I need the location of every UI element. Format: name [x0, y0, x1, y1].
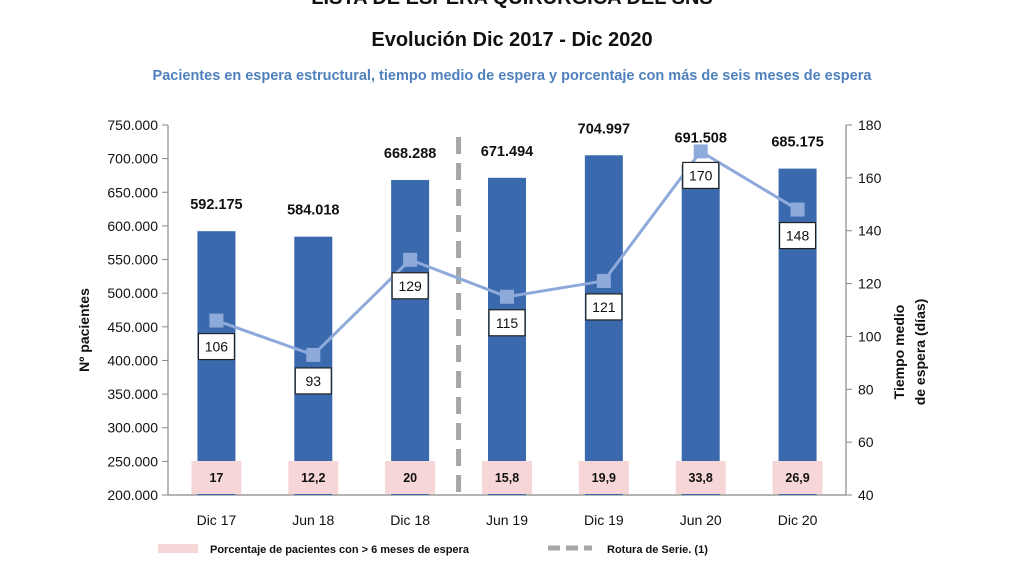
pct-box — [772, 461, 823, 494]
pct-box — [385, 461, 436, 494]
legend-pct-label: Porcentaje de pacientes con > 6 meses de… — [210, 544, 470, 556]
wait-time-label-box — [197, 332, 236, 361]
bar-dic-17 — [197, 231, 236, 495]
y-right-tick-label: 140 — [858, 223, 882, 239]
pct-label: 17 — [209, 471, 223, 485]
y-right-tick-label: 180 — [858, 117, 882, 133]
x-category-label: Dic 19 — [584, 512, 624, 528]
wait-time-label-box — [778, 221, 817, 250]
pct-box — [288, 461, 339, 494]
legend-pct-swatch — [158, 544, 198, 553]
y-right-tick-label: 160 — [858, 170, 882, 186]
pct-label: 15,8 — [495, 471, 519, 485]
pct-label: 33,8 — [689, 471, 713, 485]
wait-time-label: 106 — [205, 339, 229, 355]
bar-value-label: 592.175 — [190, 197, 242, 213]
wait-time-label-box — [488, 309, 526, 337]
y-left-tick-label: 700.000 — [107, 151, 158, 167]
pct-box — [578, 461, 629, 494]
wait-time-label: 93 — [305, 373, 321, 389]
y-right-tick-label: 60 — [858, 434, 874, 450]
bar-value-label: 671.494 — [481, 144, 533, 160]
pct-label: 26,9 — [785, 471, 809, 485]
wait-time-label-box — [682, 161, 720, 190]
bar-jun-18 — [294, 236, 333, 495]
wait-time-marker — [500, 289, 514, 304]
y-right-tick-label: 120 — [858, 276, 882, 292]
bar-value-label: 668.288 — [384, 146, 436, 162]
wait-time-marker — [596, 273, 611, 288]
chart-title: LISTA DE ESPERA QUIRÚRGICA DEL SNS — [0, 0, 1024, 10]
bar-dic-18 — [391, 179, 430, 495]
wait-time-marker — [306, 347, 321, 362]
wait-time-label: 129 — [398, 278, 422, 294]
y-left-tick-label: 400.000 — [107, 352, 158, 368]
x-category-label: Dic 18 — [390, 512, 430, 528]
wait-time-marker — [209, 313, 224, 328]
y-left-tick-label: 550.000 — [107, 252, 158, 268]
chart-subtitle: Pacientes en espera estructural, tiempo … — [152, 68, 872, 84]
y-left-tick-label: 200.000 — [107, 487, 158, 503]
y-left-tick-label: 450.000 — [107, 319, 158, 335]
pct-box — [482, 461, 532, 494]
legend-break-label: Rotura de Serie. (1) — [607, 544, 708, 556]
bar-dic-19 — [584, 155, 623, 495]
y-right-tick-label: 80 — [858, 381, 874, 397]
y-left-tick-label: 650.000 — [107, 184, 158, 200]
y-left-tick-label: 600.000 — [107, 218, 158, 234]
wait-time-label: 121 — [592, 299, 616, 315]
wait-time-label-box — [294, 367, 332, 395]
x-category-label: Dic 20 — [778, 512, 818, 528]
chart-period: Evolución Dic 2017 - Dic 2020 — [371, 29, 653, 51]
y-left-tick-label: 350.000 — [107, 386, 158, 402]
bar-value-label: 685.175 — [771, 135, 823, 151]
y-right-tick-label: 100 — [858, 328, 882, 344]
bar-jun-20 — [681, 164, 720, 495]
bar-value-label: 691.508 — [675, 130, 727, 146]
y-left-tick-label: 750.000 — [107, 117, 158, 133]
y-left-tick-label: 300.000 — [107, 420, 158, 436]
bar-dic-20 — [778, 168, 817, 495]
y-right-axis-title-line2: de espera (días) — [912, 299, 928, 406]
x-category-label: Dic 17 — [197, 512, 237, 528]
wait-time-label: 148 — [786, 228, 810, 244]
x-category-label: Jun 20 — [680, 512, 722, 528]
x-category-label: Jun 19 — [486, 512, 528, 528]
y-left-tick-label: 500.000 — [107, 285, 158, 301]
pct-label: 12,2 — [301, 471, 325, 485]
wait-time-marker — [403, 252, 418, 267]
wait-time-label-box — [585, 293, 623, 321]
y-right-axis-title-line1: Tiempo medio — [891, 305, 907, 400]
wait-time-label: 170 — [689, 167, 713, 183]
bar-value-label: 704.997 — [578, 121, 630, 137]
y-left-tick-label: 250.000 — [107, 453, 158, 469]
pct-label: 20 — [403, 471, 417, 485]
y-right-tick-label: 40 — [858, 487, 874, 503]
wait-time-marker — [693, 144, 708, 159]
bar-jun-19 — [488, 177, 526, 496]
wait-time-label: 115 — [496, 315, 519, 331]
bar-value-label: 584.018 — [287, 203, 339, 219]
wait-time-marker — [790, 202, 805, 217]
x-category-label: Jun 18 — [292, 512, 334, 528]
pct-box — [675, 461, 726, 494]
wait-time-label-box — [391, 272, 429, 300]
pct-box — [191, 461, 242, 494]
y-left-axis-title: Nº pacientes — [76, 288, 92, 372]
pct-label: 19,9 — [592, 471, 616, 485]
